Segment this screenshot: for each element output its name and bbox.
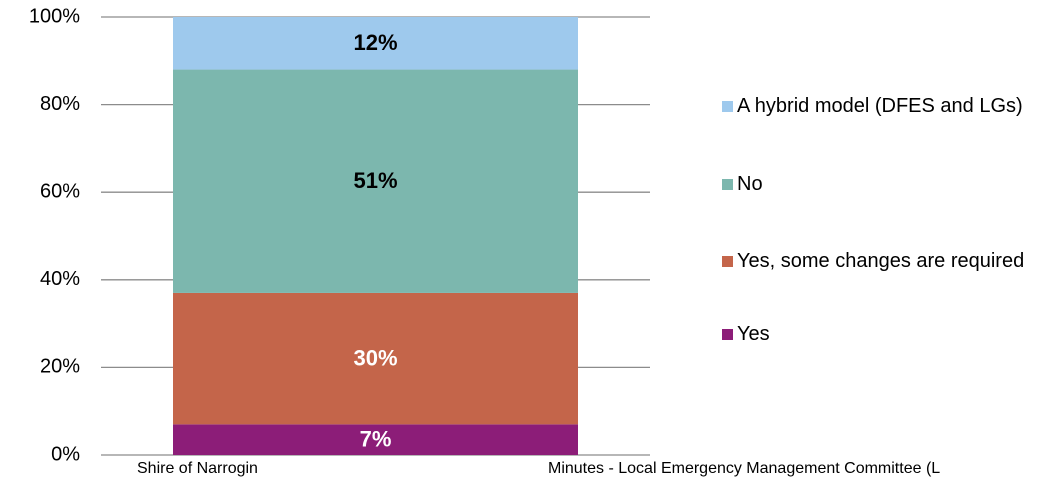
data-label: 7%	[360, 426, 392, 451]
legend-item: Yes	[722, 322, 1063, 347]
bar-segment	[173, 292, 578, 425]
legend-label: Yes	[737, 323, 770, 345]
legend-item: No	[722, 172, 1063, 197]
legend-swatch	[722, 329, 733, 340]
y-tick-label: 40%	[40, 268, 80, 290]
data-label: 51%	[353, 168, 397, 193]
data-label: 12%	[353, 30, 397, 55]
y-tick-label: 80%	[40, 93, 80, 115]
y-tick-label: 100%	[29, 5, 80, 27]
y-tick-label: 60%	[40, 180, 80, 202]
bar-segment	[173, 69, 578, 293]
legend-item: Yes, some changes are required	[722, 249, 1063, 274]
legend-swatch	[722, 179, 733, 190]
legend-label: A hybrid model (DFES and LGs)	[737, 95, 1023, 117]
y-tick-label: 20%	[40, 356, 80, 378]
bar-segment	[173, 424, 578, 455]
footer-right: Minutes - Local Emergency Management Com…	[548, 460, 940, 477]
bar-segment	[173, 17, 578, 70]
legend-label: Yes, some changes are required	[737, 250, 1025, 272]
data-label: 30%	[353, 345, 397, 370]
footer-left: Shire of Narrogin	[137, 460, 258, 477]
y-tick-label: 0%	[51, 443, 80, 465]
legend-swatch	[722, 101, 733, 112]
legend-label: No	[737, 173, 763, 195]
legend-swatch	[722, 256, 733, 267]
legend-item: A hybrid model (DFES and LGs)	[722, 94, 1063, 119]
